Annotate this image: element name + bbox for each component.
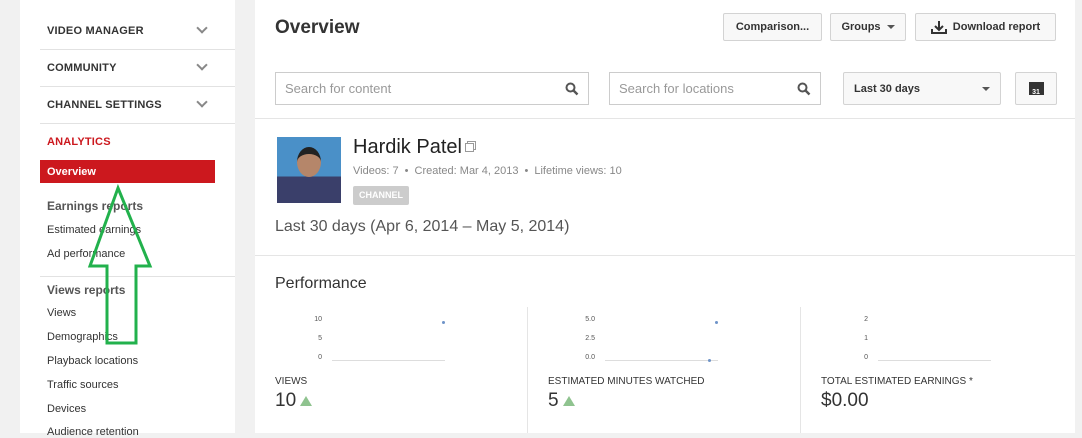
nav-video-manager[interactable]: VIDEO MANAGER <box>47 25 144 37</box>
search-content-input[interactable]: Search for content <box>275 72 589 105</box>
metric-value[interactable]: 5 <box>548 390 575 412</box>
y-tick-label: 2 <box>864 316 868 323</box>
trend-up-icon <box>300 396 313 406</box>
divider <box>40 86 235 87</box>
divider <box>527 307 528 433</box>
sidebar-item-ad-performance[interactable]: Ad performance <box>47 248 126 260</box>
groups-label: Groups <box>841 21 881 33</box>
external-link-icon <box>464 143 474 152</box>
chart-axis <box>605 360 718 361</box>
y-tick-label: 5 <box>318 335 322 342</box>
sidebar-item-demographics[interactable]: Demographics <box>47 331 118 343</box>
earnings-reports-heading: Earnings reports <box>47 199 144 213</box>
period-text: Last 30 days (Apr 6, 2014 – May 5, 2014) <box>275 218 570 235</box>
caret-down-icon <box>982 86 990 91</box>
y-tick-label: 0 <box>864 354 868 361</box>
sidebar: VIDEO MANAGER COMMUNITY CHANNEL SETTINGS… <box>20 0 235 438</box>
separator: • <box>524 165 529 177</box>
divider <box>255 118 1075 119</box>
download-report-button[interactable]: Download report <box>915 13 1056 41</box>
download-label: Download report <box>952 21 1041 33</box>
divider <box>40 49 235 50</box>
search-content-placeholder: Search for content <box>285 81 392 96</box>
y-tick-label: 0 <box>318 354 322 361</box>
y-tick-label: 1 <box>864 335 868 342</box>
sidebar-item-traffic-sources[interactable]: Traffic sources <box>47 379 119 391</box>
channel-meta: Videos: 7 • Created: Mar 4, 2013 • Lifetim… <box>353 165 622 177</box>
chart-axis <box>878 360 991 361</box>
y-tick-label: 5.0 <box>585 316 595 323</box>
trend-up-icon <box>562 396 575 406</box>
channel-avatar <box>277 137 341 203</box>
sidebar-item-overview[interactable]: Overview <box>40 160 215 183</box>
metric-value[interactable]: $0.00 <box>821 390 869 412</box>
annotation-arrow-icon <box>87 183 153 345</box>
date-range-dropdown[interactable]: Last 30 days <box>843 72 1001 105</box>
chart-axis <box>332 360 445 361</box>
data-point[interactable] <box>442 321 445 324</box>
sidebar-item-estimated-earnings[interactable]: Estimated earnings <box>47 224 142 236</box>
comparison-label: Comparison... <box>735 21 810 33</box>
y-tick-label: 10 <box>314 316 322 323</box>
sidebar-item-devices[interactable]: Devices <box>47 403 87 415</box>
data-point[interactable] <box>708 359 711 362</box>
metric-value-text: 10 <box>275 390 297 411</box>
sidebar-item-views[interactable]: Views <box>47 307 77 319</box>
y-tick-label: 0.0 <box>585 354 595 361</box>
performance-title: Performance <box>275 275 367 292</box>
channel-name: Hardik Patel <box>353 136 462 158</box>
date-range-value: Last 30 days <box>854 82 921 95</box>
channel-badge: CHANNEL <box>353 186 409 205</box>
metric-value-text: $0.00 <box>821 390 869 411</box>
search-icon[interactable] <box>797 82 811 96</box>
comparison-button[interactable]: Comparison... <box>723 13 822 41</box>
nav-channel-settings[interactable]: CHANNEL SETTINGS <box>47 99 162 111</box>
metric-value-text: 5 <box>548 390 559 411</box>
search-locations-placeholder: Search for locations <box>619 81 734 96</box>
metric-label: TOTAL ESTIMATED EARNINGS * <box>821 376 973 387</box>
metric-label: ESTIMATED MINUTES WATCHED <box>548 376 705 387</box>
nav-community[interactable]: COMMUNITY <box>47 62 117 74</box>
lifetime-views: Lifetime views: 10 <box>534 165 622 177</box>
videos-count: Videos: 7 <box>353 165 399 177</box>
channel-name-link[interactable]: Hardik Patel <box>353 136 474 159</box>
caret-down-icon <box>886 25 895 29</box>
download-icon <box>930 21 947 34</box>
metric-label: VIEWS <box>275 376 308 387</box>
separator: • <box>404 165 409 177</box>
divider <box>255 255 1075 256</box>
calendar-button[interactable]: 31 <box>1015 72 1057 105</box>
metric-value[interactable]: 10 <box>275 390 313 412</box>
divider <box>800 307 801 433</box>
search-locations-input[interactable]: Search for locations <box>609 72 821 105</box>
main-panel: Overview Comparison... Groups Download r… <box>255 0 1075 433</box>
search-icon[interactable] <box>565 82 579 96</box>
calendar-icon: 31 <box>1028 82 1044 96</box>
sidebar-item-playback-locations[interactable]: Playback locations <box>47 355 139 367</box>
y-tick-label: 2.5 <box>585 335 595 342</box>
created-date: Created: Mar 4, 2013 <box>414 165 519 177</box>
page-title: Overview <box>275 17 360 38</box>
data-point[interactable] <box>715 321 718 324</box>
groups-button[interactable]: Groups <box>830 13 906 41</box>
nav-analytics[interactable]: ANALYTICS <box>47 136 111 148</box>
divider <box>40 123 235 124</box>
